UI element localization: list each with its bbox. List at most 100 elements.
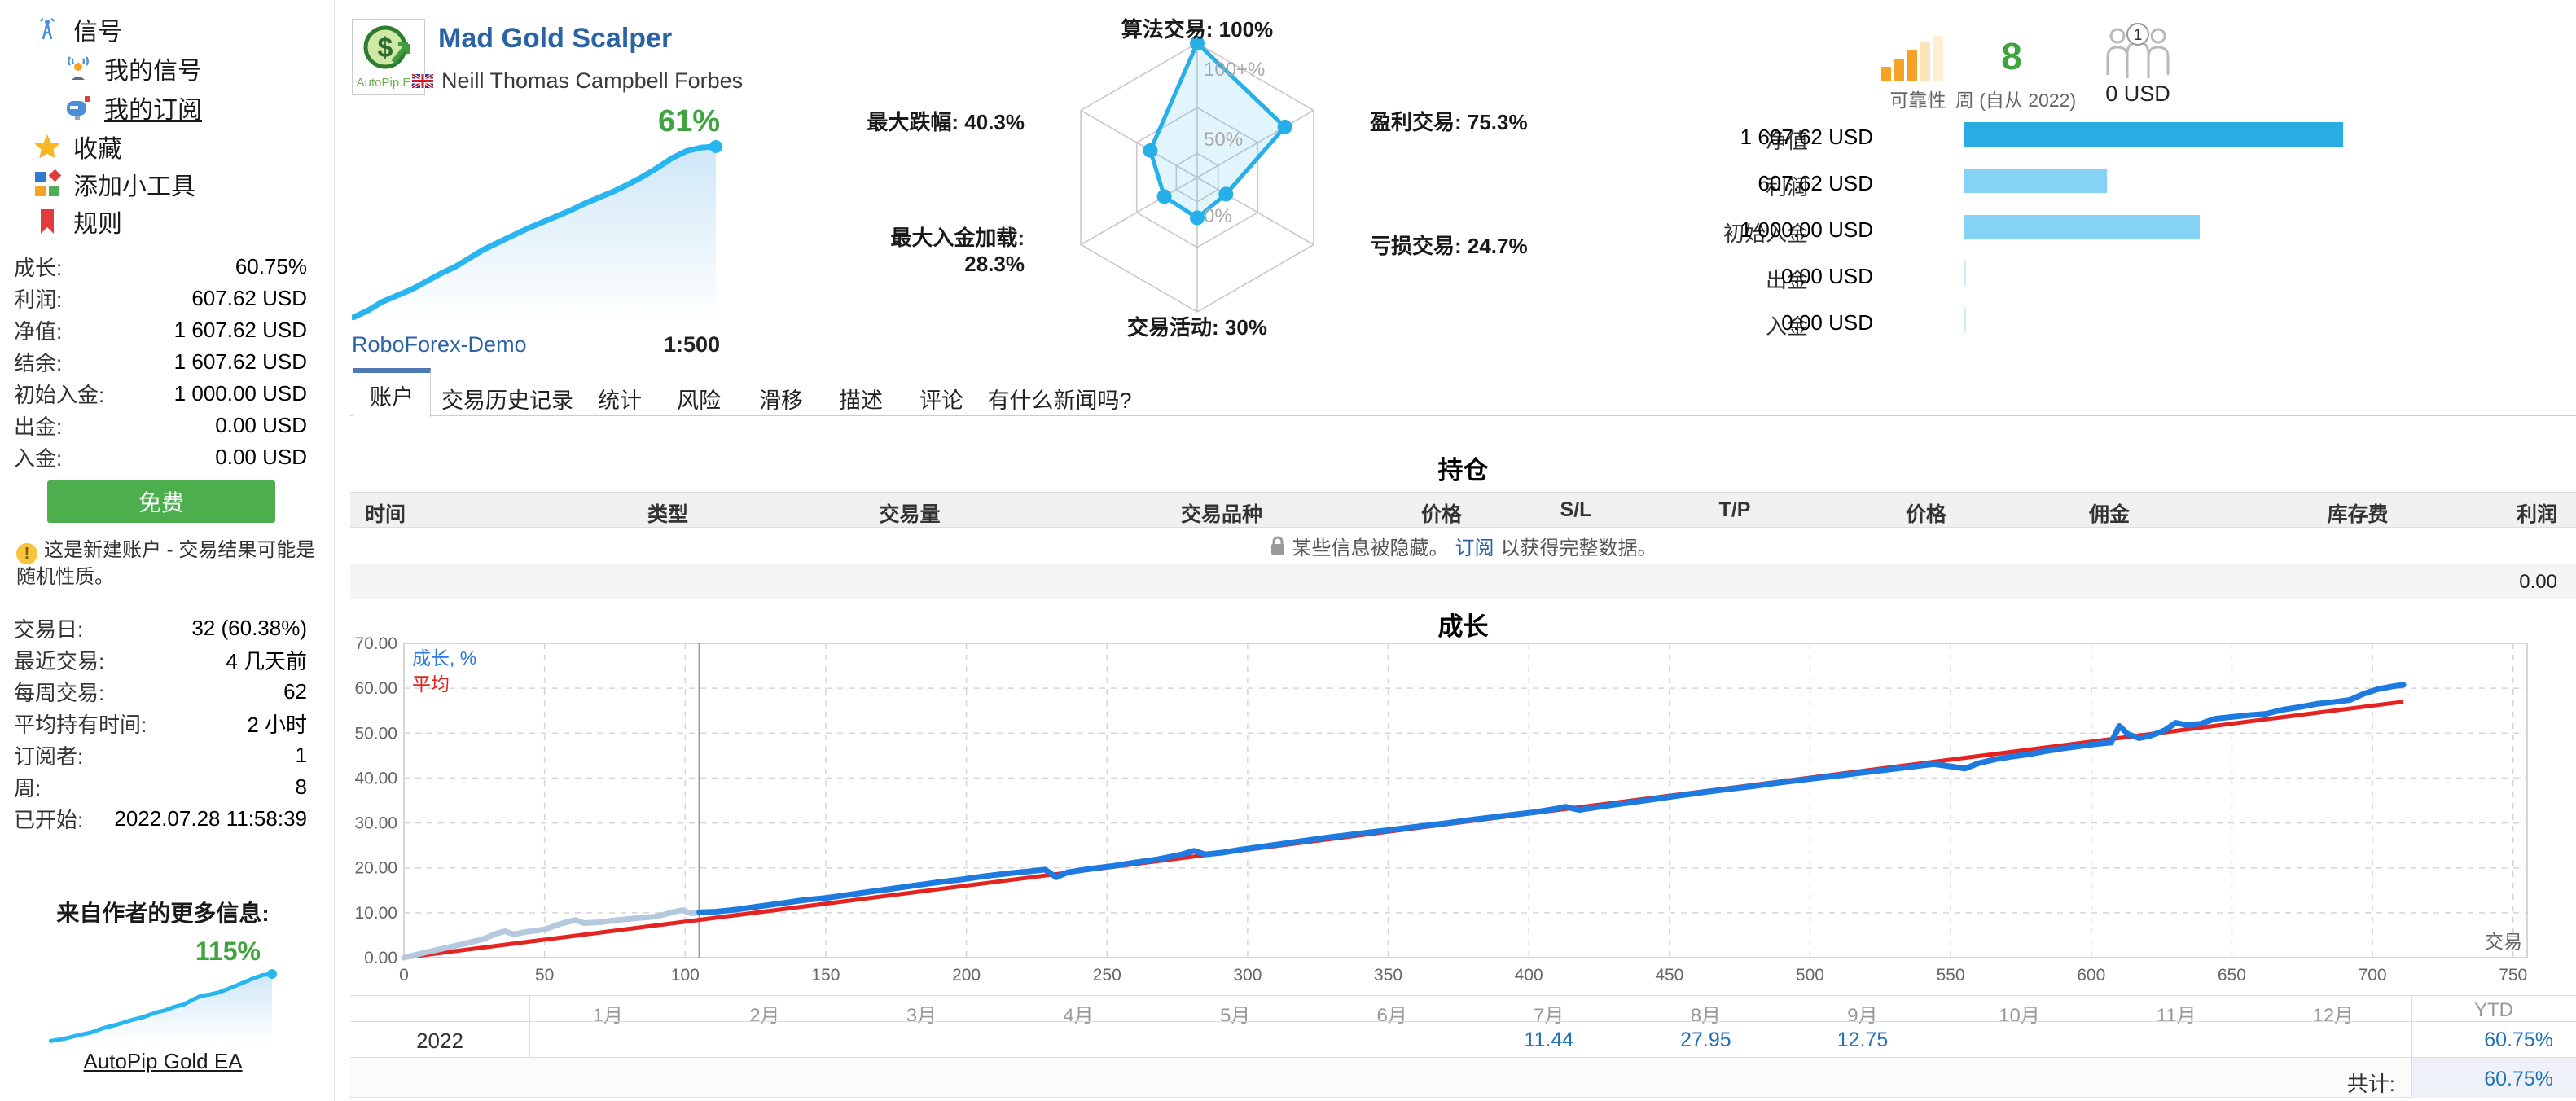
- tab-4[interactable]: 滑移: [759, 388, 803, 413]
- tab-2[interactable]: 统计: [598, 388, 642, 413]
- svg-text:70.00: 70.00: [354, 637, 397, 653]
- monthly-total-ytd-cell: [2411, 1058, 2576, 1098]
- reliability-bars-icon: [1881, 36, 1943, 81]
- svg-text:650: 650: [2218, 966, 2246, 985]
- monthly-month-label: 12月: [2312, 1005, 2354, 1027]
- signal-stat-label: 初始入金:: [14, 383, 105, 407]
- widgets-icon: [35, 169, 62, 196]
- growth-chart[interactable]: 70.00 60.00 50.00 40.00 30.00 20.00 10.00 0.000…: [350, 637, 2576, 995]
- lock-icon: [1270, 536, 1284, 555]
- trading-stat-label: 已开始:: [14, 808, 84, 832]
- monthly-month-label: 3月: [906, 1005, 937, 1027]
- sidebar-item-my-subscriptions[interactable]: 我的订阅: [64, 90, 202, 125]
- svg-text:400: 400: [1515, 966, 1543, 985]
- monthly-month-label: 4月: [1063, 1005, 1094, 1027]
- trading-stat: 交易日: 32 (60.38%): [14, 612, 307, 644]
- svg-text:$: $: [378, 33, 393, 64]
- balance-bar-value: 0.00 USD: [1781, 310, 1873, 335]
- sidebar: 信号 我的信号 我的订阅 收藏: [0, 0, 335, 1101]
- author-signal-link[interactable]: AutoPip Gold EA: [83, 1049, 243, 1073]
- svg-text:550: 550: [1937, 966, 1965, 985]
- signal-title[interactable]: Mad Gold Scalper: [438, 23, 673, 54]
- svg-text:50.00: 50.00: [354, 724, 397, 743]
- signal-stat-value: 1 607.62 USD: [173, 349, 307, 374]
- monthly-month-label: 6月: [1376, 1005, 1407, 1027]
- author-signal-sparkline[interactable]: [49, 969, 277, 1046]
- svg-text:250: 250: [1093, 966, 1121, 985]
- signal-stat: 利润: 607.62 USD: [14, 283, 307, 314]
- sidebar-item-signals[interactable]: 信号: [33, 11, 122, 47]
- trading-stat-label: 最近交易:: [14, 649, 105, 673]
- signal-logo: $ AutoPip EA: [352, 19, 425, 95]
- balance-bar: [1964, 261, 1966, 286]
- signal-stat: 出金: 0.00 USD: [14, 410, 307, 441]
- tab-7[interactable]: 有什么新闻吗?: [987, 388, 1132, 413]
- signal-stat-label: 结余:: [14, 351, 63, 375]
- positions-total-row: 0.00: [350, 564, 2576, 599]
- monthly-month-label: YTD: [2474, 999, 2513, 1021]
- positions-col-5: S/L: [1560, 498, 1592, 521]
- bookmark-icon: [41, 209, 54, 234]
- monthly-month-label: 8月: [1690, 1005, 1722, 1027]
- svg-text:20.00: 20.00: [354, 859, 397, 878]
- signal-stat: 入金: 0.00 USD: [14, 441, 307, 473]
- svg-text:450: 450: [1655, 966, 1683, 985]
- svg-text:600: 600: [2077, 966, 2105, 985]
- tab-1[interactable]: 交易历史记录: [441, 388, 573, 413]
- monthly-value-8月: 27.95: [1680, 1029, 1731, 1051]
- sidebar-item-rules[interactable]: 规则: [33, 204, 122, 239]
- signal-stat: 初始入金: 1 000.00 USD: [14, 378, 307, 410]
- tab-3[interactable]: 风险: [677, 388, 721, 413]
- svg-text:60.00: 60.00: [354, 679, 397, 698]
- signal-stat: 成长: 60.75%: [14, 251, 307, 283]
- sidebar-item-label: 信号: [73, 19, 122, 46]
- sidebar-item-my-signals[interactable]: 我的信号: [64, 50, 202, 86]
- header-growth-sparkline[interactable]: [352, 137, 723, 326]
- svg-text:交易: 交易: [2485, 931, 2522, 952]
- subscribe-link[interactable]: 订阅: [1455, 537, 1494, 559]
- svg-text:150: 150: [811, 966, 840, 985]
- reliability-label: 可靠性: [1889, 90, 1946, 111]
- sidebar-item-label: 收藏: [73, 136, 122, 163]
- weeks-count: 8: [2001, 35, 2022, 77]
- radar-label-algo-trading: 算法交易: 100%: [1121, 17, 1274, 42]
- new-account-warning: ! 这是新建账户 - 交易结果可能是随机性质。: [16, 539, 316, 588]
- monthly-month-label: 2月: [749, 1005, 780, 1027]
- positions-col-10: 利润: [2516, 503, 2557, 526]
- weeks-label: 周 (自从 2022): [1955, 90, 2077, 111]
- monthly-vsep: [2411, 995, 2412, 1098]
- trading-stat-value: 2022.07.28 11:58:39: [114, 806, 307, 831]
- tab-5[interactable]: 描述: [839, 388, 883, 413]
- sidebar-item-label: 我的订阅: [104, 97, 202, 124]
- tabbar-divider: [350, 415, 2576, 416]
- positions-col-3: 交易品种: [1180, 503, 1263, 526]
- svg-text:100: 100: [671, 966, 700, 985]
- free-subscribe-button[interactable]: 免费: [47, 480, 275, 523]
- tab-6[interactable]: 评论: [919, 388, 963, 413]
- balance-bar-label: 入金: [1765, 314, 1808, 339]
- trading-stat-value: 4 几天前: [226, 649, 307, 673]
- svg-text:200: 200: [952, 966, 981, 985]
- signal-author[interactable]: Neill Thomas Campbell Forbes: [441, 68, 744, 93]
- trading-stat: 订阅者: 1: [14, 739, 307, 771]
- radar-label-loss-trades: 亏损交易: 24.7%: [1370, 234, 1528, 258]
- trading-stat-label: 周:: [14, 776, 42, 801]
- positions-table-header: [350, 492, 2576, 528]
- monthly-total-row: 共计: 60.75%: [350, 1057, 2576, 1098]
- signal-stat-label: 出金:: [14, 415, 63, 439]
- svg-text:0.00: 0.00: [364, 949, 397, 967]
- monthly-year-row: 2022 11.44 27.95 12.75 60.75%: [350, 1021, 2576, 1057]
- monthly-month-label: 9月: [1847, 1005, 1878, 1027]
- trading-stat-label: 订阅者:: [14, 744, 84, 769]
- hidden-info-row: 某些信息被隐藏。 订阅 以获得完整数据。: [350, 528, 2576, 564]
- signal-author-row: Neill Thomas Campbell Forbes: [412, 68, 743, 94]
- subscribers-count-badge: 1: [2134, 27, 2143, 44]
- more-from-author-title: 来自作者的更多信息:: [56, 901, 270, 926]
- sidebar-item-favorites[interactable]: 收藏: [33, 129, 122, 164]
- tab-account[interactable]: 账户: [353, 368, 431, 417]
- radar-label-max-deposit-load: 最大入金加载: 28.3%: [890, 226, 1025, 276]
- balance-bar: [1964, 122, 2343, 147]
- sidebar-item-add-widgets[interactable]: 添加小工具: [33, 166, 195, 202]
- svg-text:50: 50: [535, 966, 554, 985]
